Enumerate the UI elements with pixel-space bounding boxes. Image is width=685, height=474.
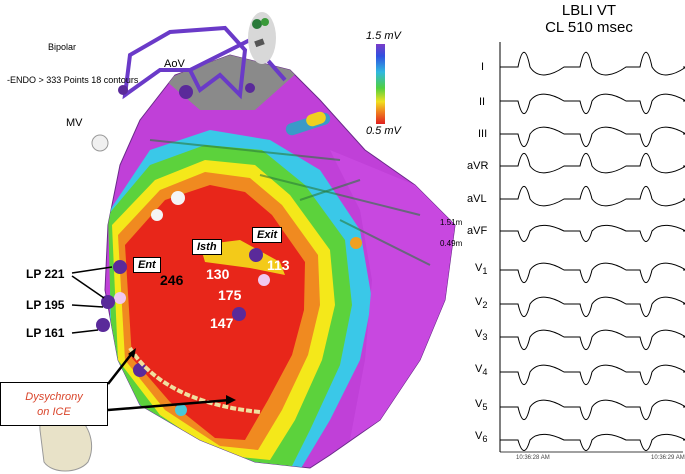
lead-V1-label: V1 (475, 262, 488, 277)
gain-top-label: 1.51m (440, 218, 463, 227)
activation-value-130: 130 (206, 266, 230, 282)
lead-V3-label: V3 (475, 328, 488, 343)
activation-value-113: 113 (267, 257, 290, 273)
ecg-trace-III (500, 126, 685, 148)
ice-line-2: on ICE (37, 406, 71, 418)
lead-aVF-label: aVF (467, 225, 488, 237)
scale-low-label: 0.5 mV (366, 125, 401, 137)
lead-I-label: I (481, 61, 485, 73)
lp-195-label: LP 195 (26, 298, 65, 312)
ecg-trace-V6 (500, 433, 685, 451)
voltage-scale-bar (376, 44, 385, 124)
timestamp-right: 10:36:29 AM (651, 455, 685, 461)
lead-V6-label: V6 (475, 430, 488, 445)
lp-161-label: LP 161 (26, 326, 65, 340)
dysynchrony-ice-box: Dysychrony on ICE (0, 382, 108, 426)
ecg-trace-V5 (500, 399, 685, 421)
isthmus-label: Isth (192, 239, 222, 255)
lead-V4-label: V4 (475, 363, 488, 378)
lead-aVL-label: aVL (467, 193, 487, 205)
activation-value-246: 246 (160, 272, 184, 288)
ecg-trace-aVF (500, 224, 685, 242)
lp-221-label: LP 221 (26, 267, 65, 281)
activation-value-147: 147 (210, 315, 234, 331)
ecg-trace-aVL (500, 185, 685, 207)
aov-ring (122, 25, 248, 100)
ecg-trace-I (500, 51, 685, 76)
ice-line-1: Dysychrony (25, 391, 83, 403)
entrance-label: Ent (133, 257, 161, 273)
aov-label: AoV (164, 58, 185, 70)
ecg-trace-II (500, 93, 685, 115)
lead-II-label: II (479, 96, 486, 108)
mv-label: MV (66, 117, 83, 129)
ecg-traces (499, 42, 685, 453)
ecg-trace-aVR (500, 152, 685, 174)
lead-V2-label: V2 (475, 296, 488, 311)
ecg-title: LBLI VT CL 510 msec (494, 2, 684, 36)
ecg-trace-V4 (500, 364, 685, 386)
endo-points-label: -ENDO > 333 Points 18 contours (7, 75, 139, 85)
activation-value-175: 175 (218, 287, 242, 303)
timestamp-left: 10:36:28 AM (516, 455, 550, 461)
gain-bottom-label: 0.49m (440, 239, 463, 248)
ecg-title-line-1: LBLI VT (561, 2, 617, 19)
exit-label: Exit (252, 227, 283, 243)
ecg-trace-V1 (500, 262, 685, 284)
ecg-trace-V2 (500, 296, 685, 318)
lead-V5-label: V5 (475, 398, 488, 413)
ecg-trace-V3 (500, 329, 685, 351)
lead-aVR-label: aVR (467, 160, 489, 172)
lead-III-label: III (478, 128, 488, 140)
bipolar-label: Bipolar (48, 42, 77, 52)
ecg-title-line-2: CL 510 msec (545, 19, 633, 36)
scale-high-label: 1.5 mV (366, 30, 401, 42)
